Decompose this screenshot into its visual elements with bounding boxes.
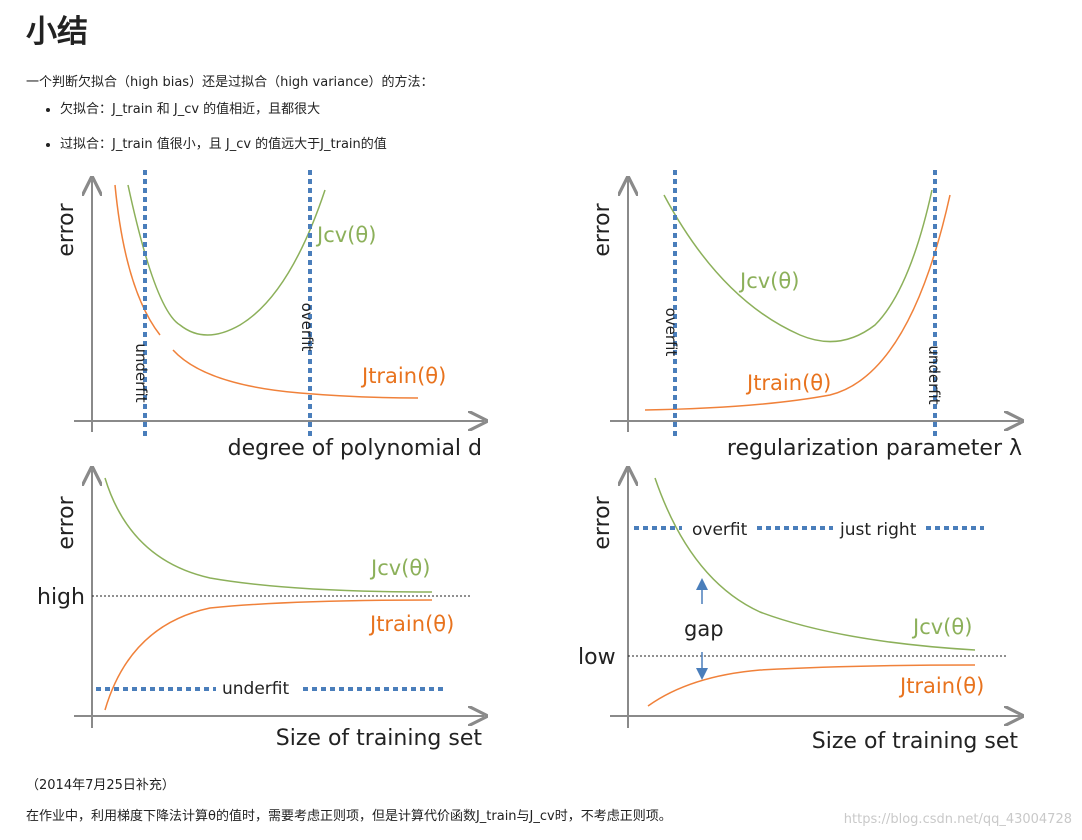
learning-curves-figure: error degree of polynomial d underfit ov… — [37, 170, 1082, 754]
high-level-label: high — [37, 585, 85, 610]
jtrain-curve — [644, 194, 951, 411]
underfit-criterion: 欠拟合：J_train 和 J_cv 的值相近，且都很大 — [60, 98, 387, 117]
jcv-label: Jcv(θ) — [369, 556, 430, 580]
just-right-label: just right — [839, 520, 917, 540]
y-axis-label: error — [590, 202, 615, 256]
jcv-label: Jcv(θ) — [738, 269, 799, 293]
jtrain-label: Jtrain(θ) — [745, 371, 831, 395]
criteria-list: 欠拟合：J_train 和 J_cv 的值相近，且都很大 过拟合：J_train… — [42, 98, 387, 168]
gap-label: gap — [684, 617, 724, 641]
panel-degree: error degree of polynomial d underfit ov… — [54, 170, 484, 461]
supplement-note: 在作业中，利用梯度下降法计算θ的值时，需要考虑正则项，但是计算代价函数J_tra… — [26, 809, 672, 824]
underfit-label: underfit — [222, 679, 289, 699]
jcv-curve — [663, 189, 933, 343]
y-axis-label: error — [590, 495, 615, 549]
supplement-date: （2014年7月25日补充） — [26, 778, 175, 793]
panel-regularization: error regularization parameter λ overfit… — [590, 170, 1022, 461]
panel-high-bias: error Size of training set high underfit… — [37, 470, 484, 751]
jtrain-curve — [647, 664, 976, 707]
x-axis-label: degree of polynomial d — [228, 436, 482, 461]
intro-text: 一个判断欠拟合（high bias）还是过拟合（high variance）的方… — [26, 75, 434, 90]
jtrain-label: Jtrain(θ) — [360, 364, 446, 388]
jcv-curve — [654, 477, 976, 651]
x-axis-label: regularization parameter λ — [727, 436, 1022, 461]
y-axis-label: error — [54, 202, 79, 256]
jcv-label: Jcv(θ) — [315, 223, 376, 247]
overfit-label: overfit — [692, 520, 748, 540]
underfit-label: underfit — [132, 343, 150, 402]
y-axis-label: error — [54, 495, 79, 549]
x-axis-label: Size of training set — [276, 726, 483, 751]
low-level-label: low — [578, 645, 616, 670]
overfit-label: overfit — [662, 308, 680, 357]
x-axis-label: Size of training set — [812, 729, 1019, 754]
jcv-curve — [127, 184, 326, 336]
panel-high-variance: error Size of training set low overfit j… — [578, 470, 1020, 754]
page-title: 小结 — [26, 14, 88, 50]
jtrain-label: Jtrain(θ) — [368, 612, 454, 636]
overfit-label: overfit — [298, 303, 316, 352]
overfit-criterion: 过拟合：J_train 值很小，且 J_cv 的值远大于J_train的值 — [60, 133, 387, 152]
jtrain-curve-tail — [172, 349, 419, 399]
jcv-label: Jcv(θ) — [911, 615, 972, 639]
jtrain-curve — [114, 184, 161, 336]
underfit-label: underfit — [925, 345, 943, 404]
watermark: https://blog.csdn.net/qq_43004728 — [843, 812, 1072, 827]
jtrain-curve — [104, 599, 433, 711]
jtrain-label: Jtrain(θ) — [898, 674, 984, 698]
jcv-curve — [104, 477, 433, 593]
